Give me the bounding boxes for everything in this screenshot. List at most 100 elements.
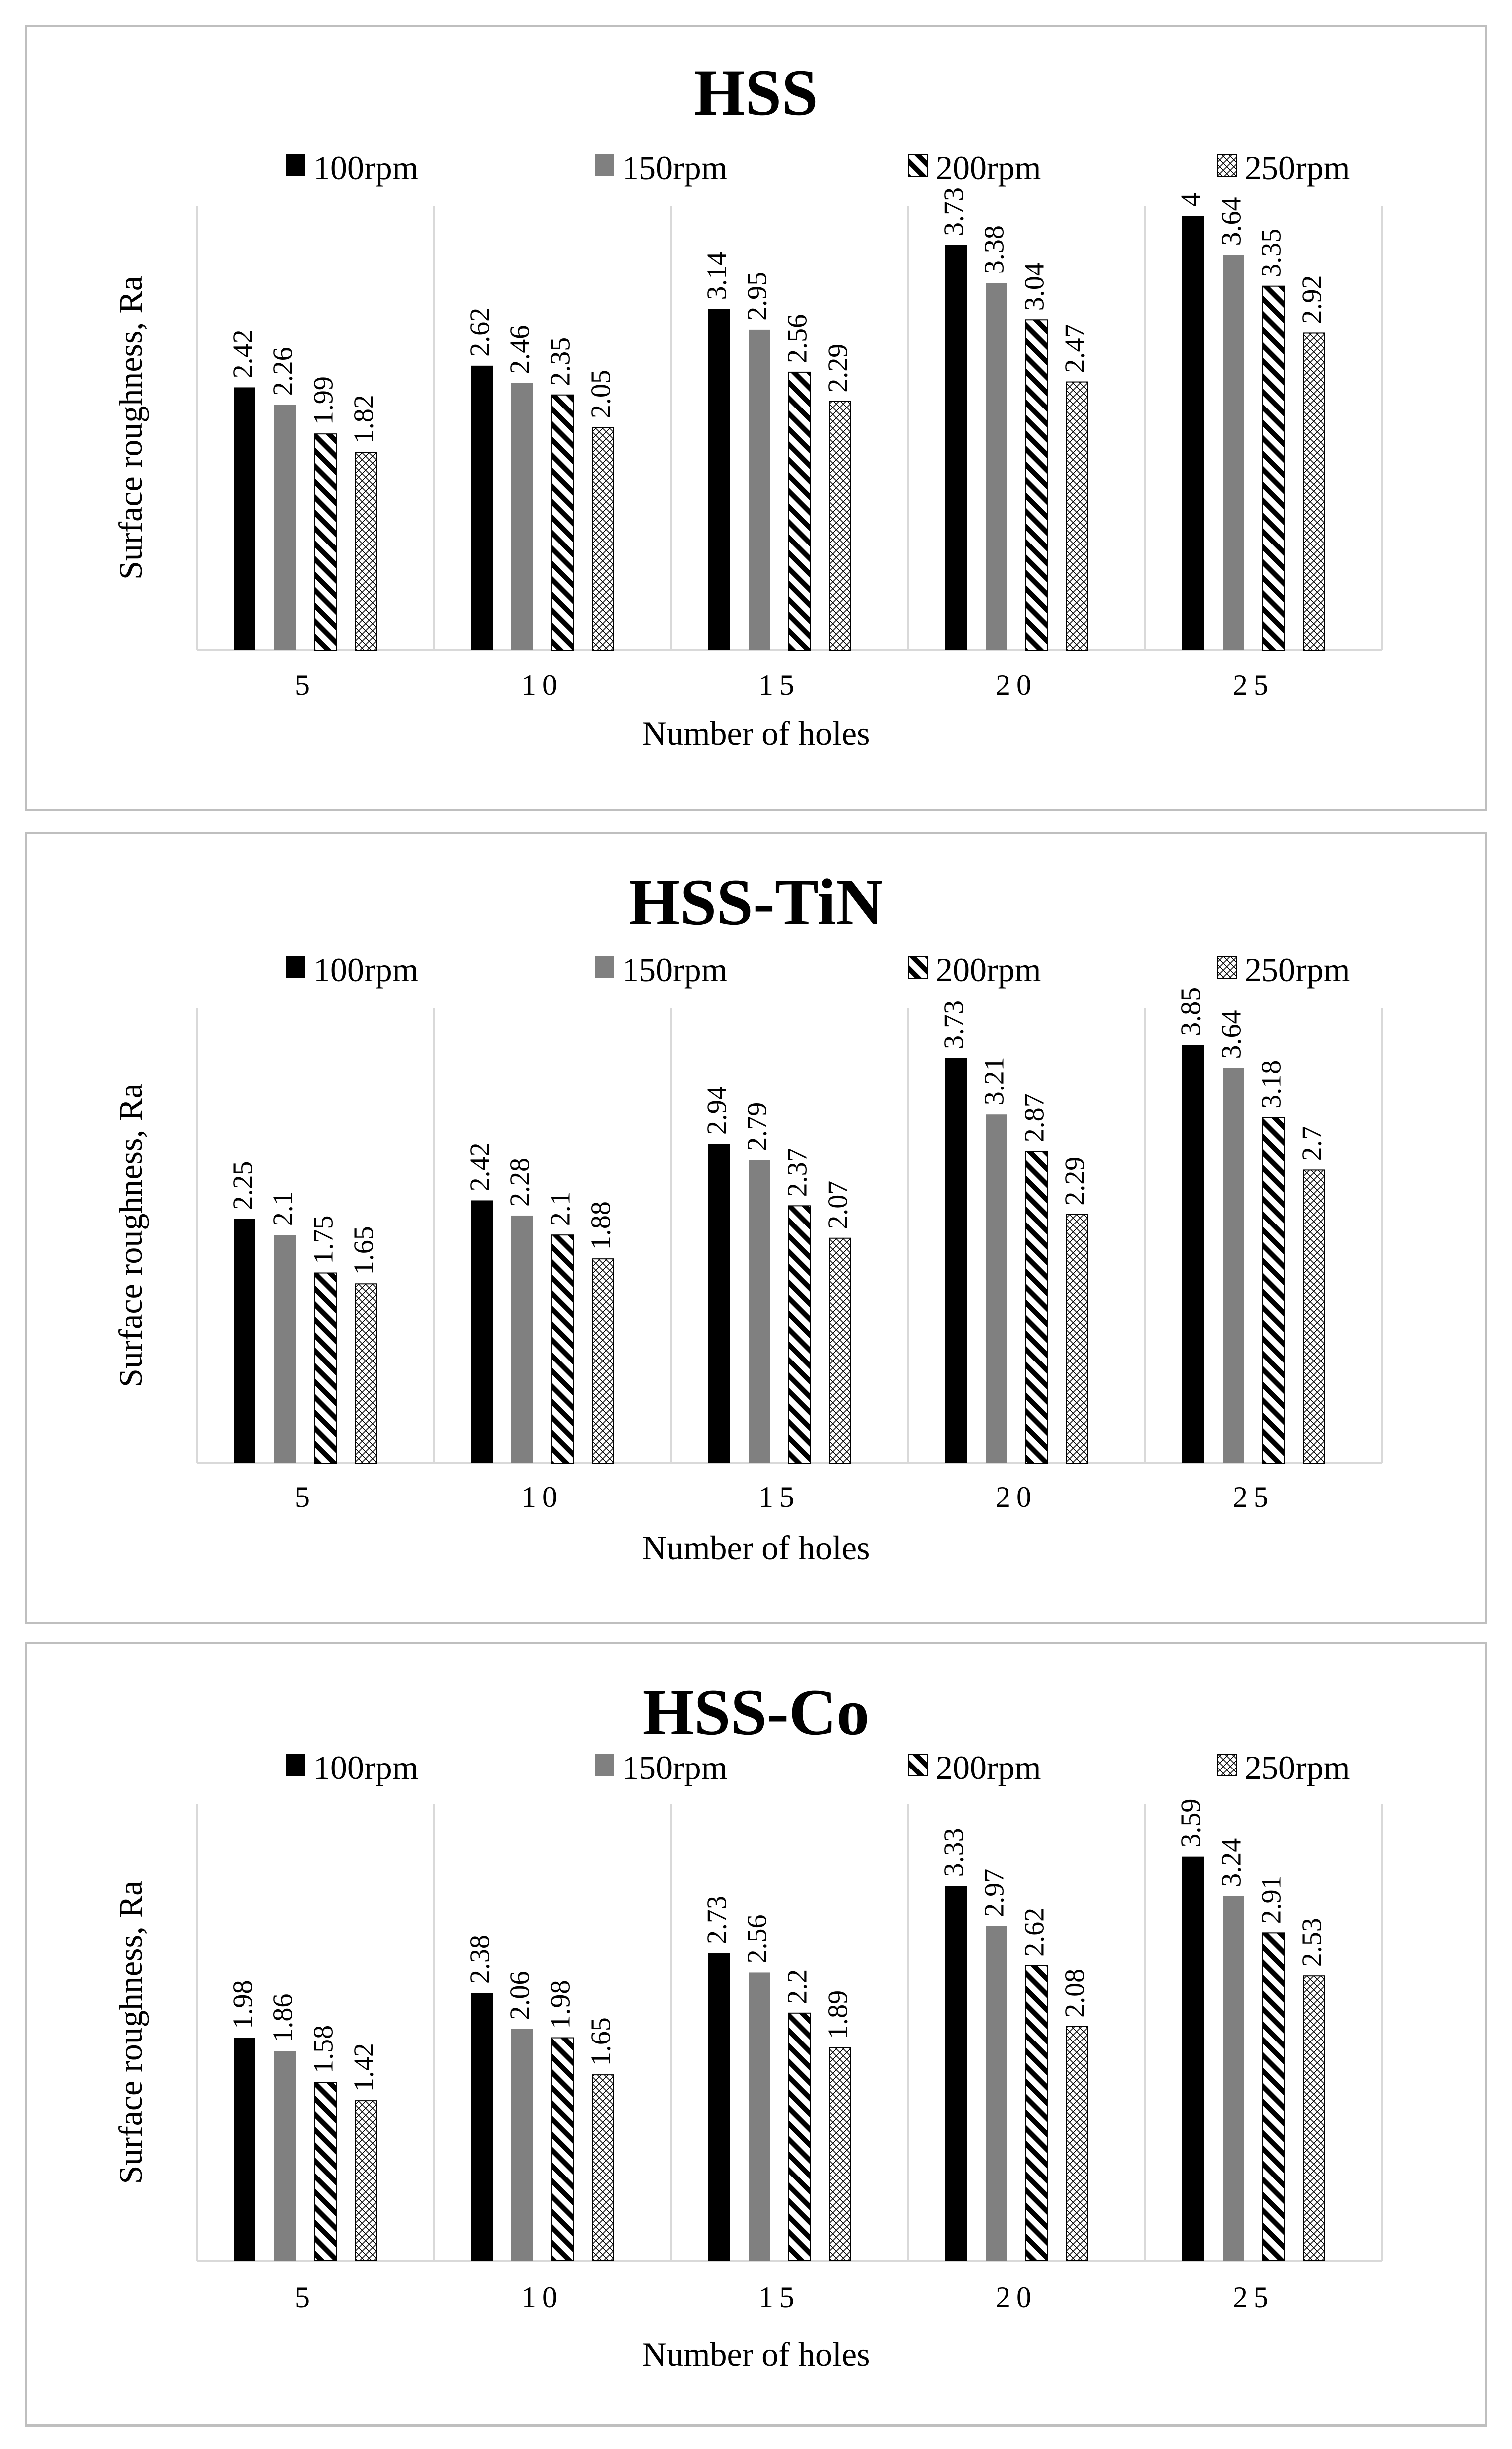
chart-title-hss-co: HSS-Co xyxy=(643,1675,870,1749)
data-label-250rpm-20: 2.47 xyxy=(1060,324,1091,373)
legend-label-150rpm: 150rpm xyxy=(622,149,728,187)
bar-100rpm-25 xyxy=(1182,216,1204,650)
data-label-150rpm-10: 2.28 xyxy=(505,1158,536,1207)
data-label-100rpm-20: 3.33 xyxy=(939,1828,970,1877)
bar-150rpm-5 xyxy=(274,2051,296,2261)
data-label-250rpm-15: 2.29 xyxy=(823,344,854,393)
legend-label-150rpm: 150rpm xyxy=(622,1749,728,1786)
bar-150rpm-5 xyxy=(274,405,296,650)
bar-100rpm-10 xyxy=(471,365,493,650)
bar-150rpm-20 xyxy=(986,1926,1007,2261)
data-label-100rpm-10: 2.38 xyxy=(465,1935,496,1984)
data-label-200rpm-10: 2.1 xyxy=(545,1191,576,1226)
bar-100rpm-15 xyxy=(708,1144,730,1463)
data-label-200rpm-25: 3.18 xyxy=(1257,1060,1287,1109)
data-label-250rpm-15: 2.07 xyxy=(823,1181,854,1229)
bar-200rpm-20 xyxy=(1025,1965,1048,2261)
bar-100rpm-20 xyxy=(945,1886,967,2261)
bar-200rpm-5 xyxy=(314,1272,337,1464)
data-label-250rpm-25: 2.92 xyxy=(1297,275,1328,324)
data-label-250rpm-5: 1.82 xyxy=(349,395,379,443)
bar-250rpm-25 xyxy=(1303,1975,1325,2261)
data-label-200rpm-25: 2.91 xyxy=(1257,1875,1287,1924)
bar-200rpm-25 xyxy=(1262,285,1285,651)
bar-250rpm-25 xyxy=(1303,1169,1325,1464)
data-label-150rpm-15: 2.79 xyxy=(742,1102,773,1151)
x-tick-label: 20 xyxy=(996,2281,1037,2313)
data-label-250rpm-25: 2.53 xyxy=(1297,1918,1328,1967)
bar-chart-hss-co: HSS-Co 100rpm 150rpm 200rpm 250rpm 1.98 1.86 1.… xyxy=(112,1675,1383,2373)
legend-swatch-200rpm xyxy=(908,1754,928,1776)
data-label-200rpm-10: 2.35 xyxy=(545,337,576,386)
data-label-200rpm-5: 1.99 xyxy=(308,376,339,425)
legend-swatch-250rpm xyxy=(1217,154,1237,177)
data-label-100rpm-15: 3.14 xyxy=(702,251,733,300)
data-label-200rpm-15: 2.2 xyxy=(782,1969,813,2004)
chart-panel-hss-co: HSS-Co 100rpm 150rpm 200rpm 250rpm 1.98 1.86 1.… xyxy=(25,1642,1487,2427)
bar-150rpm-5 xyxy=(274,1235,296,1463)
bar-200rpm-10 xyxy=(551,2037,574,2262)
data-label-200rpm-20: 2.87 xyxy=(1019,1093,1050,1142)
bar-100rpm-10 xyxy=(471,1993,493,2261)
bar-200rpm-20 xyxy=(1025,1151,1048,1464)
legend-swatch-150rpm xyxy=(595,956,614,978)
bar-chart-hss-tin: HSS-TiN 100rpm 150rpm 200rpm 250rpm 2.25 2.1 1.… xyxy=(112,865,1383,1567)
x-tick-label: 15 xyxy=(758,2281,800,2313)
bar-250rpm-20 xyxy=(1066,1214,1088,1464)
bar-200rpm-10 xyxy=(551,1234,574,1464)
data-label-250rpm-5: 1.42 xyxy=(349,2043,379,2092)
data-label-250rpm-15: 1.89 xyxy=(823,1990,854,2039)
data-label-100rpm-10: 2.42 xyxy=(465,1142,496,1191)
x-axis-label: Number of holes xyxy=(642,1529,870,1567)
data-label-100rpm-20: 3.73 xyxy=(939,187,970,236)
y-axis-label: Surface roughness, Ra xyxy=(112,276,149,580)
data-label-150rpm-15: 2.56 xyxy=(742,1914,773,1963)
bar-100rpm-20 xyxy=(945,1058,967,1463)
bar-150rpm-25 xyxy=(1223,255,1244,651)
x-tick-label: 20 xyxy=(996,669,1037,701)
data-label-100rpm-25: 4 xyxy=(1176,193,1207,207)
data-label-100rpm-5: 2.25 xyxy=(228,1161,258,1210)
x-tick-label: 25 xyxy=(1233,2281,1274,2313)
bar-200rpm-25 xyxy=(1262,1117,1285,1464)
legend-swatch-250rpm xyxy=(1217,956,1237,979)
data-label-100rpm-15: 2.73 xyxy=(702,1896,733,1944)
x-tick-label: 25 xyxy=(1233,669,1274,701)
bar-200rpm-5 xyxy=(314,2082,337,2261)
data-label-100rpm-5: 1.98 xyxy=(228,1980,258,2029)
bar-100rpm-25 xyxy=(1182,1856,1204,2261)
data-label-200rpm-25: 3.35 xyxy=(1257,229,1287,277)
chart-title-hss-tin: HSS-TiN xyxy=(629,865,883,939)
data-label-250rpm-20: 2.29 xyxy=(1060,1157,1091,1206)
data-label-200rpm-5: 1.75 xyxy=(308,1216,339,1264)
bar-250rpm-10 xyxy=(592,2074,614,2261)
data-label-200rpm-20: 3.04 xyxy=(1019,262,1050,311)
data-label-200rpm-20: 2.62 xyxy=(1019,1908,1050,1957)
legend-swatch-100rpm xyxy=(286,154,305,176)
bar-150rpm-25 xyxy=(1223,1896,1244,2261)
bar-200rpm-20 xyxy=(1025,319,1048,651)
bar-250rpm-5 xyxy=(355,2100,377,2262)
bar-150rpm-15 xyxy=(749,1972,770,2261)
x-axis-label: Number of holes xyxy=(642,2335,870,2373)
data-label-250rpm-10: 1.65 xyxy=(586,2017,617,2066)
data-label-150rpm-10: 2.06 xyxy=(505,1971,536,2020)
bar-150rpm-20 xyxy=(986,283,1007,650)
bar-250rpm-20 xyxy=(1066,381,1088,651)
chart-panel-hss-tin: HSS-TiN 100rpm 150rpm 200rpm 250rpm 2.25 2.1 1.… xyxy=(25,832,1487,1624)
bar-chart-hss: HSS 100rpm 150rpm 200rpm 250rpm 2.42 2.26 1.99 1… xyxy=(112,56,1383,752)
data-label-150rpm-10: 2.46 xyxy=(505,325,536,374)
legend-label-200rpm: 200rpm xyxy=(936,1749,1041,1786)
bar-250rpm-10 xyxy=(592,1258,614,1464)
legend-swatch-150rpm xyxy=(595,154,614,176)
legend-label-100rpm: 100rpm xyxy=(313,951,419,989)
x-tick-label: 5 xyxy=(295,1481,316,1513)
x-tick-label: 5 xyxy=(295,669,316,701)
bar-100rpm-5 xyxy=(234,387,255,650)
bar-250rpm-15 xyxy=(829,1237,851,1464)
data-label-100rpm-25: 3.59 xyxy=(1176,1799,1207,1848)
data-label-200rpm-5: 1.58 xyxy=(308,2025,339,2074)
y-axis-label: Surface roughness, Ra xyxy=(112,1084,149,1387)
bar-200rpm-15 xyxy=(788,2012,811,2261)
bar-150rpm-20 xyxy=(986,1114,1007,1463)
